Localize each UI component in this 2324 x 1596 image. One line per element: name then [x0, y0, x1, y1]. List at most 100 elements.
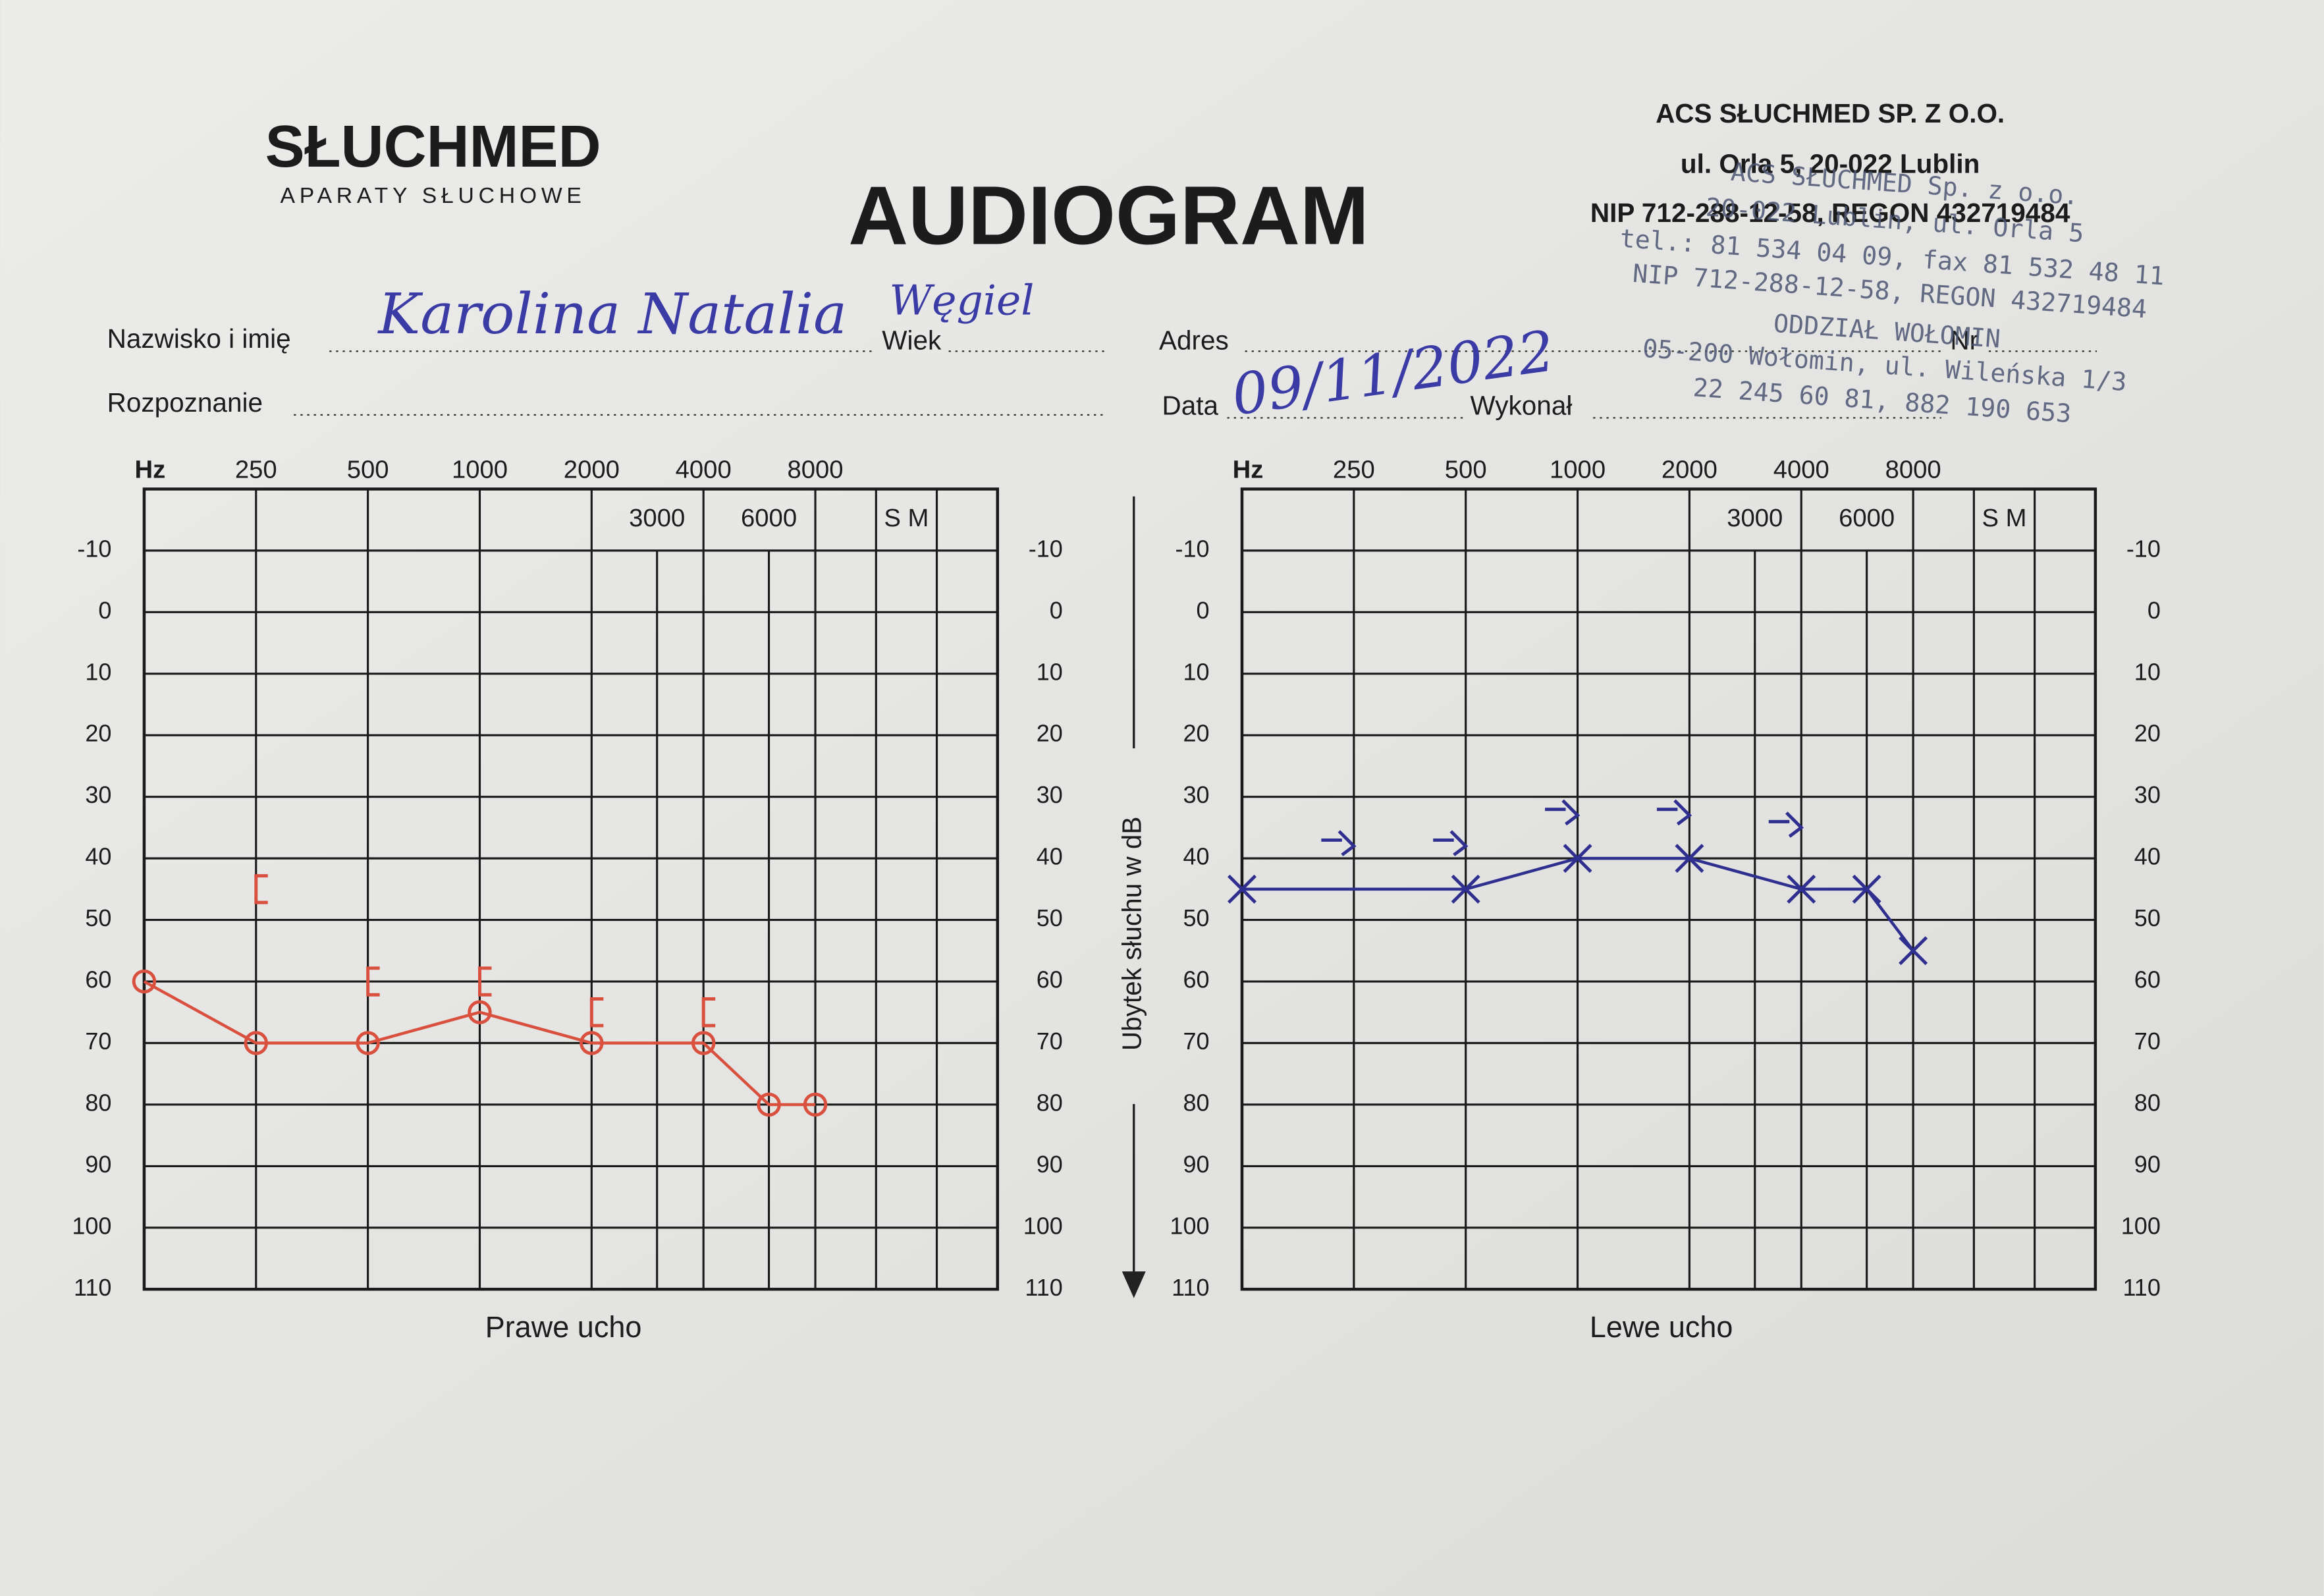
form-label: Wiek: [882, 325, 942, 355]
x-tick-label: 6000: [1839, 504, 1895, 532]
air-conduction-marker: [1899, 936, 1928, 966]
y-tick-label: 80: [85, 1089, 111, 1116]
y-tick-label: 110: [2122, 1274, 2160, 1301]
x-unit-label: Hz: [1233, 456, 1264, 484]
y-tick-label: -10: [1029, 535, 1063, 562]
y-tick-label: 80: [1037, 1089, 1063, 1116]
x-unit-label: Hz: [135, 456, 166, 484]
air-conduction-marker: [1852, 874, 1881, 904]
y-tick-label: 50: [85, 904, 111, 931]
form-label: Nr: [1950, 325, 1978, 355]
air-conduction-marker: [757, 1092, 781, 1117]
bone-conduction-marker: [1656, 799, 1692, 826]
company-line: ACS SŁUCHMED SP. Z O.O.: [1656, 98, 2005, 128]
x-tick-label: 250: [1333, 456, 1375, 484]
company-line: NIP 712-288-12-58, REGON 432719484: [1590, 198, 2070, 228]
y-tick-label: 80: [1183, 1089, 1209, 1116]
y-tick-label: 110: [1172, 1274, 1209, 1301]
y-tick-label: 110: [1025, 1274, 1062, 1301]
y-tick-label: 20: [2134, 720, 2161, 747]
y-tick-label: 40: [2134, 843, 2161, 870]
air-conduction-marker: [132, 969, 157, 994]
y-tick-label: 20: [1183, 720, 1209, 747]
air-conduction-marker: [1451, 874, 1480, 904]
y-tick-label: 90: [1037, 1151, 1063, 1178]
y-tick-label: 50: [1183, 904, 1209, 931]
form-label: Rozpoznanie: [107, 387, 263, 418]
bone-conduction-marker: [1433, 830, 1469, 856]
air-conduction-marker: [803, 1092, 828, 1117]
logo: SŁUCHMED: [265, 114, 601, 180]
air-conduction-marker: [1787, 874, 1816, 904]
y-tick-label: 0: [2148, 597, 2161, 624]
y-tick-label: 50: [2134, 904, 2161, 931]
y-tick-label: 100: [72, 1212, 111, 1239]
y-axis-label: Ubytek słuchu w dB: [1116, 817, 1147, 1051]
form-label: Adres: [1159, 325, 1229, 355]
y-tick-label: 100: [2121, 1212, 2161, 1239]
bone-conduction-marker: [1545, 799, 1581, 826]
x-tick-label: 2000: [564, 456, 620, 484]
x-tick-label: 250: [235, 456, 277, 484]
y-tick-label: 50: [1037, 904, 1063, 931]
x-tick-label: 2000: [1662, 456, 1717, 484]
y-tick-label: 60: [85, 966, 111, 993]
x-tick-label: 8000: [1885, 456, 1941, 484]
bone-conduction-marker: [366, 966, 380, 997]
company-line: ul. Orla 5, 20-022 Lublin: [1681, 149, 1980, 179]
handwritten-age: Węgiel: [890, 277, 1035, 325]
y-tick-label: 40: [1183, 843, 1209, 870]
form-label: Data: [1162, 390, 1219, 420]
axis-arrow-head: [1121, 1271, 1146, 1298]
form-label: Nazwisko i imię: [107, 323, 291, 354]
y-tick-label: 20: [1037, 720, 1063, 747]
y-tick-label: -10: [77, 535, 111, 562]
chart-title: Lewe ucho: [1590, 1310, 1733, 1344]
sm-label: S M: [884, 504, 929, 532]
y-tick-label: 30: [1183, 781, 1209, 808]
air-conduction-marker: [244, 1031, 268, 1055]
y-tick-label: 20: [85, 720, 111, 747]
stamp: ACS SŁUCHMED Sp. z o.o. 20-022 Lublin, u…: [1619, 158, 2165, 429]
y-tick-label: 30: [1037, 781, 1063, 808]
y-tick-label: 60: [1037, 966, 1063, 993]
y-tick-label: 40: [85, 843, 111, 870]
air-conduction-marker: [468, 1000, 492, 1024]
air-conduction-marker: [1227, 874, 1257, 904]
bone-conduction-marker: [701, 997, 716, 1028]
bone-conduction-marker: [1321, 830, 1357, 856]
bone-conduction-marker: [589, 997, 604, 1028]
x-tick-label: 4000: [676, 456, 732, 484]
sm-label: S M: [1982, 504, 2027, 532]
y-tick-label: 10: [1037, 658, 1063, 685]
y-tick-label: -10: [2126, 535, 2161, 562]
air-conduction-marker: [1563, 844, 1592, 873]
hearing-line: [143, 980, 816, 1107]
y-tick-label: 60: [1183, 966, 1209, 993]
y-tick-label: 30: [2134, 781, 2161, 808]
air-conduction-marker: [580, 1031, 604, 1055]
document-title: AUDIOGRAM: [848, 169, 1369, 262]
y-tick-label: 70: [1183, 1028, 1209, 1055]
x-tick-label: 3000: [1727, 504, 1783, 532]
y-tick-label: 110: [74, 1274, 111, 1301]
y-tick-label: 70: [2134, 1028, 2161, 1055]
y-tick-label: 0: [1196, 597, 1209, 624]
air-conduction-marker: [356, 1031, 380, 1055]
y-tick-label: 70: [1037, 1028, 1063, 1055]
y-tick-label: 30: [85, 781, 111, 808]
y-tick-label: 90: [1183, 1151, 1209, 1178]
logo-subtitle: APARATY SŁUCHOWE: [281, 183, 586, 208]
air-conduction-marker: [691, 1031, 716, 1055]
bone-conduction-marker: [1768, 812, 1804, 838]
chart-title: Prawe ucho: [485, 1310, 642, 1344]
x-tick-label: 6000: [741, 504, 797, 532]
x-tick-label: 1000: [1550, 456, 1606, 484]
x-tick-label: 500: [347, 456, 389, 484]
y-tick-label: 90: [85, 1151, 111, 1178]
y-tick-label: 80: [2134, 1089, 2161, 1116]
x-tick-label: 8000: [788, 456, 844, 484]
y-tick-label: 90: [2134, 1151, 2161, 1178]
